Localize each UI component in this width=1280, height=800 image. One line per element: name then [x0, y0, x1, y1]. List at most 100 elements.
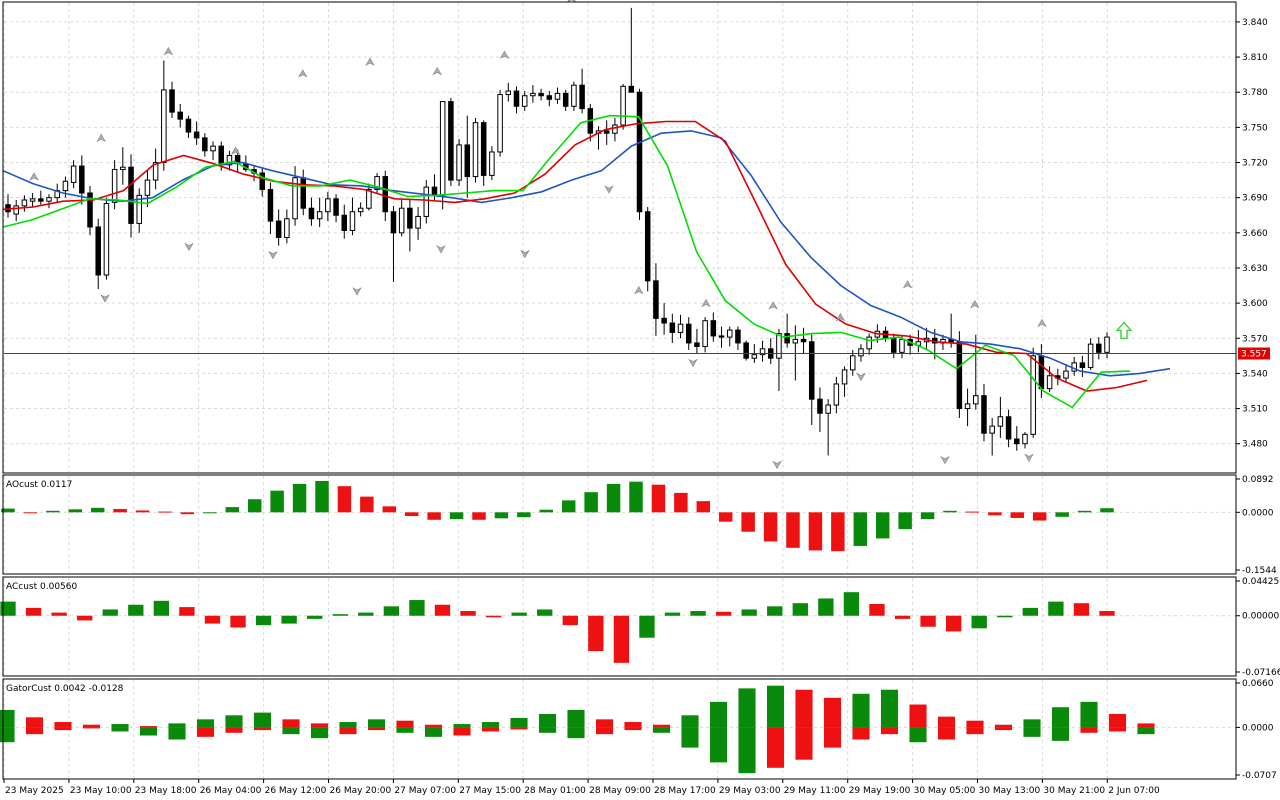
candle [390, 205, 397, 283]
histogram-bar [674, 492, 688, 513]
histogram-bar [1010, 512, 1025, 518]
candle [817, 387, 823, 432]
candle-body [538, 92, 544, 97]
candle [726, 326, 733, 347]
main-price-pane[interactable] [2, 0, 1236, 470]
candle [989, 417, 995, 456]
x-tick-label: 29 May 11:00 [784, 786, 846, 796]
fractal-down-marker [520, 249, 530, 259]
candle [1022, 431, 1028, 449]
histogram-bar [1100, 508, 1114, 513]
histogram-bar [460, 611, 476, 616]
candle [325, 191, 331, 222]
candle [439, 101, 446, 210]
histogram-bar [741, 609, 757, 616]
candle [136, 188, 142, 233]
candle [595, 126, 602, 150]
candle [415, 207, 421, 240]
fractal-down-marker [352, 287, 362, 296]
candle [710, 312, 717, 342]
candle [603, 120, 610, 145]
histogram-bar [831, 512, 845, 552]
histogram-bar [709, 701, 728, 728]
histogram-bar [339, 727, 357, 735]
candle [374, 173, 380, 195]
fractal-up-marker [566, 0, 577, 3]
candle-body [46, 197, 52, 202]
candle [694, 328, 700, 354]
histogram-bar [1032, 512, 1047, 521]
candle-body [981, 395, 987, 434]
candle-body [161, 89, 167, 164]
histogram-bar [738, 688, 756, 728]
candle-body [825, 404, 831, 414]
candle-body [833, 383, 840, 406]
histogram-bar [997, 615, 1013, 618]
histogram-bar [880, 689, 899, 728]
y-tick-label: 0.00000 [1242, 612, 1279, 622]
fractal-down-marker [184, 242, 194, 252]
candle-body [144, 179, 151, 196]
histogram-bar [310, 723, 329, 728]
candle-body [193, 131, 200, 139]
x-tick-label: 23 May 2025 [5, 786, 64, 796]
histogram-bar [282, 727, 300, 735]
histogram-bar [971, 615, 987, 629]
candle [103, 197, 110, 280]
candle [161, 60, 167, 171]
candle-body [800, 338, 807, 343]
candle [513, 86, 520, 114]
candle-body [546, 95, 553, 100]
histogram-bar [339, 722, 357, 728]
y-tick-label: 3.660 [1242, 229, 1268, 239]
histogram-bar [1051, 727, 1070, 741]
y-tick-label: 0.0000 [1242, 508, 1274, 518]
candle [628, 7, 635, 93]
fractal-down-marker [604, 185, 614, 194]
candle-body [685, 323, 692, 344]
histogram-bar [307, 615, 323, 619]
histogram-bar [538, 713, 557, 728]
histogram-bar [0, 601, 16, 616]
candle-body [997, 416, 1004, 427]
candle-body [1096, 343, 1102, 353]
candle-body [530, 92, 536, 97]
histogram-bar [943, 510, 957, 513]
candle-body [390, 211, 397, 234]
fractal-up-marker [634, 285, 644, 295]
histogram-bar [894, 615, 911, 619]
candle-body [579, 84, 585, 110]
histogram-bar [920, 615, 936, 627]
indicator-panes[interactable] [0, 480, 1155, 774]
candle-body [669, 322, 676, 333]
histogram-bar [510, 717, 528, 728]
candle [1063, 364, 1069, 383]
fractal-up-marker [835, 312, 846, 322]
candle-body [1005, 416, 1012, 440]
pane-frame [2, 474, 1237, 575]
histogram-bar [1023, 727, 1041, 737]
y-tick-label: 0.0892 [1242, 475, 1274, 485]
candle-body [726, 329, 733, 338]
candle-body [13, 205, 19, 215]
candle [70, 160, 77, 189]
candle [226, 150, 233, 171]
alligator-teeth-line [2, 120, 1148, 392]
candle [497, 89, 503, 157]
candle [767, 338, 774, 365]
y-tick-label: 0.0000 [1242, 723, 1274, 733]
histogram-bar [54, 722, 72, 728]
fractal-up-marker [432, 66, 442, 76]
histogram-bar [367, 727, 386, 731]
candle-body [1087, 343, 1094, 369]
candle-body [973, 395, 979, 405]
x-tick-label: 29 May 19:00 [849, 786, 911, 796]
candle [177, 103, 183, 128]
fractal-up-marker [230, 146, 241, 155]
candle [1079, 355, 1086, 377]
candle [554, 87, 561, 104]
histogram-bar [624, 722, 642, 728]
candle-body [456, 144, 462, 181]
histogram-bar [994, 724, 1013, 728]
